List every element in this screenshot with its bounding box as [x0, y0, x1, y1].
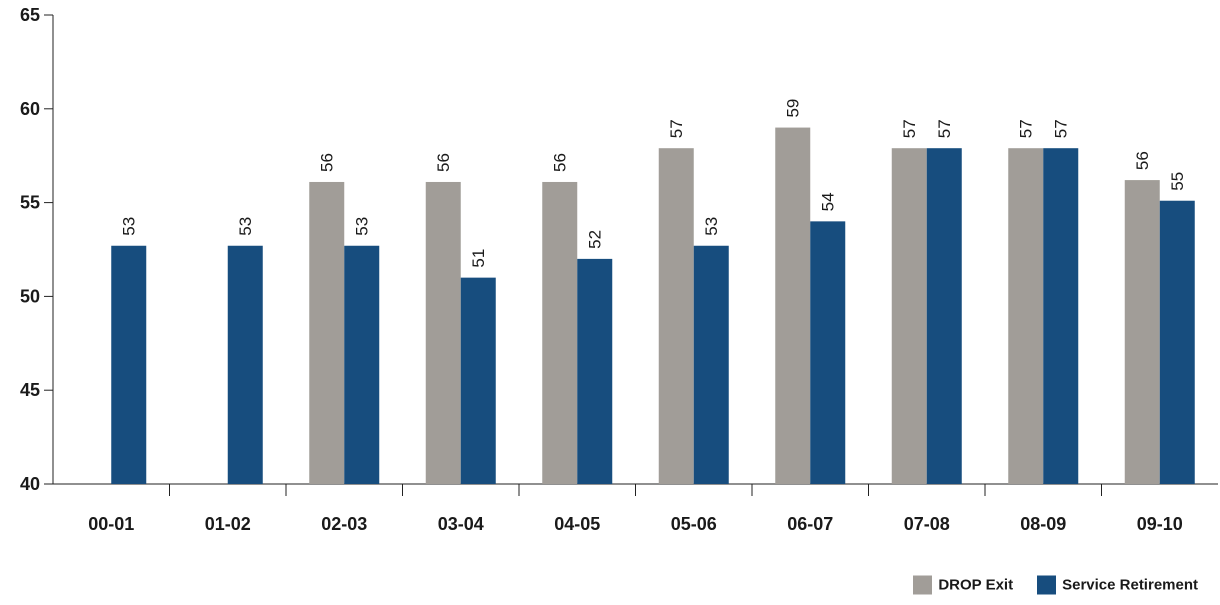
- data-label: 55: [1168, 172, 1187, 191]
- data-label: 56: [434, 153, 453, 172]
- y-tick-label: 65: [20, 5, 40, 25]
- x-tick-label: 00-01: [88, 514, 134, 534]
- y-tick-label: 55: [20, 193, 40, 213]
- x-tick-label: 03-04: [438, 514, 484, 534]
- bar-service-retirement: [577, 258, 613, 484]
- data-label: 56: [318, 153, 337, 172]
- y-tick-label: 60: [20, 99, 40, 119]
- bar-drop-exit: [425, 181, 461, 485]
- data-label: 51: [469, 249, 488, 268]
- bar-service-retirement: [926, 148, 962, 485]
- data-label: 57: [1052, 119, 1071, 138]
- legend-swatch-drop-exit: [913, 575, 933, 595]
- bar-drop-exit: [658, 148, 694, 485]
- bar-service-retirement: [344, 245, 380, 484]
- data-label: 52: [586, 230, 605, 249]
- bar-drop-exit: [1008, 148, 1044, 485]
- x-tick-label: 09-10: [1137, 514, 1183, 534]
- legend-label-drop-exit: DROP Exit: [938, 576, 1014, 594]
- x-tick-label: 01-02: [205, 514, 251, 534]
- x-tick-label: 04-05: [554, 514, 600, 534]
- bar-drop-exit: [891, 148, 927, 485]
- data-label: 57: [900, 119, 919, 138]
- bar-drop-exit: [1124, 180, 1160, 484]
- legend: DROP Exit Service Retirement: [913, 575, 1198, 595]
- bar-service-retirement: [693, 245, 729, 484]
- y-tick-label: 50: [20, 286, 40, 306]
- data-label: 53: [236, 217, 255, 236]
- x-tick-label: 02-03: [321, 514, 367, 534]
- legend-item-service-retirement: Service Retirement: [1037, 575, 1198, 595]
- bar-service-retirement: [810, 221, 846, 485]
- x-tick-label: 08-09: [1020, 514, 1066, 534]
- data-label: 53: [353, 217, 372, 236]
- legend-label-service-retirement: Service Retirement: [1062, 576, 1198, 594]
- x-tick-label: 06-07: [787, 514, 833, 534]
- data-label: 57: [1017, 119, 1036, 138]
- bar-service-retirement: [111, 245, 147, 484]
- bar-drop-exit: [542, 181, 578, 485]
- bar-service-retirement: [460, 277, 496, 484]
- x-tick-label: 05-06: [671, 514, 717, 534]
- legend-item-drop-exit: DROP Exit: [913, 575, 1014, 595]
- y-tick-label: 40: [20, 474, 40, 494]
- data-label: 53: [120, 217, 139, 236]
- bar-service-retirement: [227, 245, 263, 484]
- bar-drop-exit: [309, 181, 345, 485]
- bar-drop-exit: [775, 127, 811, 484]
- y-tick-label: 45: [20, 380, 40, 400]
- bar-service-retirement: [1043, 148, 1079, 485]
- bar-service-retirement: [1159, 200, 1195, 484]
- legend-swatch-service-retirement: [1037, 575, 1057, 595]
- data-label: 53: [702, 217, 721, 236]
- data-label: 56: [1133, 151, 1152, 170]
- data-label: 54: [819, 192, 838, 211]
- data-label: 59: [784, 99, 803, 118]
- data-label: 56: [551, 153, 570, 172]
- x-tick-label: 07-08: [904, 514, 950, 534]
- data-label: 57: [667, 119, 686, 138]
- data-label: 57: [935, 119, 954, 138]
